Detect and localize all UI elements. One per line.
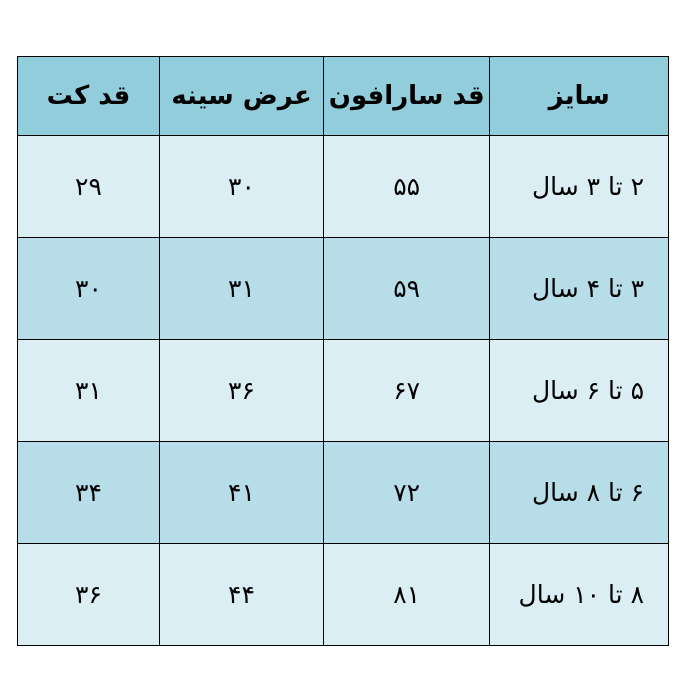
table-row: ۲ تا ۳ سال ۵۵ ۳۰ ۲۹ bbox=[17, 135, 669, 238]
header-jacket-length: قد کت bbox=[17, 56, 160, 136]
cell-dress-length: ۸۱ bbox=[322, 543, 491, 646]
cell-chest-width: ۳۱ bbox=[158, 237, 324, 340]
cell-dress-length: ۵۹ bbox=[322, 237, 491, 340]
table-row: ۶ تا ۸ سال ۷۲ ۴۱ ۳۴ bbox=[17, 441, 669, 544]
table-row: ۸ تا ۱۰ سال ۸۱ ۴۴ ۳۶ bbox=[17, 543, 669, 646]
cell-chest-width: ۴۱ bbox=[158, 441, 324, 544]
table-row: ۵ تا ۶ سال ۶۷ ۳۶ ۳۱ bbox=[17, 339, 669, 442]
header-dress-length: قد سارافون bbox=[322, 56, 491, 136]
cell-dress-length: ۷۲ bbox=[322, 441, 491, 544]
cell-size: ۳ تا ۴ سال bbox=[489, 237, 669, 340]
cell-size: ۸ تا ۱۰ سال bbox=[489, 543, 669, 646]
header-chest-width: عرض سینه bbox=[158, 56, 324, 136]
cell-jacket-length: ۳۱ bbox=[17, 339, 160, 442]
cell-dress-length: ۵۵ bbox=[322, 135, 491, 238]
header-size: سایز bbox=[489, 56, 669, 136]
cell-size: ۶ تا ۸ سال bbox=[489, 441, 669, 544]
cell-jacket-length: ۲۹ bbox=[17, 135, 160, 238]
table-row: ۳ تا ۴ سال ۵۹ ۳۱ ۳۰ bbox=[17, 237, 669, 340]
cell-jacket-length: ۳۶ bbox=[17, 543, 160, 646]
cell-chest-width: ۳۰ bbox=[158, 135, 324, 238]
cell-chest-width: ۴۴ bbox=[158, 543, 324, 646]
cell-jacket-length: ۳۴ bbox=[17, 441, 160, 544]
header-row: سایز قد سارافون عرض سینه قد کت bbox=[17, 56, 669, 136]
cell-size: ۵ تا ۶ سال bbox=[489, 339, 669, 442]
cell-jacket-length: ۳۰ bbox=[17, 237, 160, 340]
cell-size: ۲ تا ۳ سال bbox=[489, 135, 669, 238]
size-table: سایز قد سارافون عرض سینه قد کت ۲ تا ۳ سا… bbox=[17, 56, 669, 646]
cell-chest-width: ۳۶ bbox=[158, 339, 324, 442]
cell-dress-length: ۶۷ bbox=[322, 339, 491, 442]
